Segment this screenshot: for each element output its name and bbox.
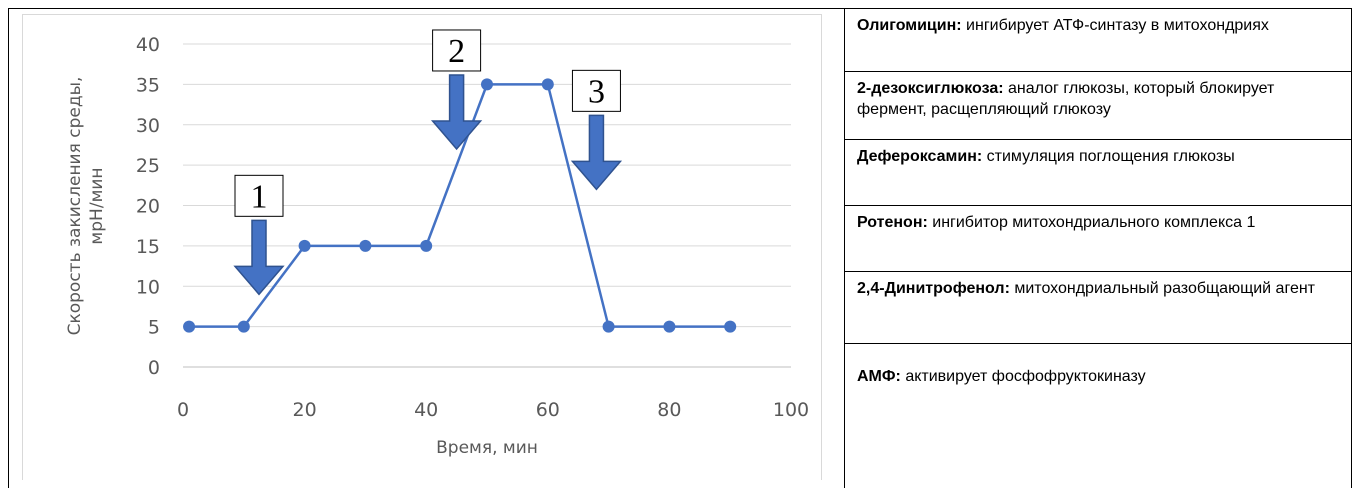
y-axis-title: Скорость закисления среды, мрН/мин (65, 77, 107, 336)
legend-row: Дефероксамин: стимуляция поглощения глюк… (845, 139, 1351, 205)
legend-desc: митохондриальный разобщающий агент (1009, 280, 1315, 297)
legend-desc: активирует фосфофруктокиназу (900, 368, 1146, 385)
legend-row: АМФ: активирует фосфофруктокиназу (845, 343, 1351, 489)
legend-term: Дефероксамин: (857, 148, 983, 165)
legend-desc: ингибитор митохондриального комплекса 1 (927, 214, 1256, 231)
y-tick-label: 20 (136, 196, 160, 218)
legend-term: АМФ: (857, 368, 901, 385)
y-axis-title-line: мрН/мин (87, 167, 107, 244)
legend-term: Олигомицин: (857, 17, 962, 34)
legend-desc: ингибирует АТФ-синтазу в митохондриях (961, 17, 1269, 34)
legend-desc: стимуляция поглощения глюкозы (982, 148, 1235, 165)
annotation-label: 2 (448, 33, 465, 70)
data-point (183, 320, 196, 333)
y-tick-label: 35 (136, 74, 160, 96)
chart-frame (22, 14, 822, 480)
y-axis-title-line: Скорость закисления среды, (65, 77, 85, 336)
annotation-box (234, 174, 284, 217)
chart-cell (8, 8, 844, 488)
data-point (602, 320, 615, 333)
y-tick-label: 25 (136, 155, 160, 177)
down-arrow-icon (430, 74, 483, 151)
data-point (237, 320, 250, 333)
y-tick-label: 30 (136, 115, 160, 137)
legend-table: Олигомицин: ингибирует АТФ-синтазу в мит… (844, 8, 1352, 488)
data-point (420, 239, 433, 252)
data-point (663, 320, 676, 333)
x-tick-label: 60 (536, 399, 560, 421)
annotation-box (571, 69, 621, 112)
legend-term: 2,4-Динитрофенол: (857, 280, 1010, 297)
y-tick-label: 40 (136, 34, 160, 56)
y-tick-label: 0 (148, 357, 160, 379)
annotation-label: 1 (251, 178, 268, 215)
data-point (359, 239, 372, 252)
legend-row: Ротенон: ингибитор митохондриального ком… (845, 205, 1351, 271)
down-arrow-icon (233, 219, 285, 296)
x-tick-label: 100 (773, 399, 809, 421)
y-tick-label: 15 (136, 236, 160, 258)
legend-term: Ротенон: (857, 214, 928, 231)
legend-row: Олигомицин: ингибирует АТФ-синтазу в мит… (845, 9, 1351, 71)
data-point (481, 78, 493, 91)
data-point (541, 78, 554, 91)
down-arrow-icon (570, 114, 623, 191)
data-point (724, 320, 737, 333)
x-tick-label: 40 (414, 399, 438, 421)
annotation-box (432, 29, 482, 72)
acidification-rate-chart: 0 5 10 15 20 25 30 35 40 0 20 40 60 80 100 Время, мин Ск… (65, 29, 809, 458)
legend-row: 2,4-Динитрофенол: митохондриальный разоб… (845, 271, 1351, 343)
legend-row: 2-дезоксиглюкоза: аналог глюкозы, которы… (845, 71, 1351, 139)
legend-term: 2-дезоксиглюкоза: (857, 80, 1004, 97)
y-tick-label: 5 (148, 317, 160, 339)
series-line (189, 83, 731, 328)
x-tick-label: 20 (293, 399, 317, 421)
annotation-label: 3 (588, 73, 605, 110)
x-axis-title: Время, мин (436, 438, 538, 458)
x-tick-label: 80 (657, 399, 681, 421)
y-tick-label: 10 (136, 276, 160, 298)
legend-desc: аналог глюкозы, который блокирует фермен… (857, 80, 1275, 118)
x-tick-label: 0 (177, 399, 189, 421)
data-point (298, 239, 311, 252)
